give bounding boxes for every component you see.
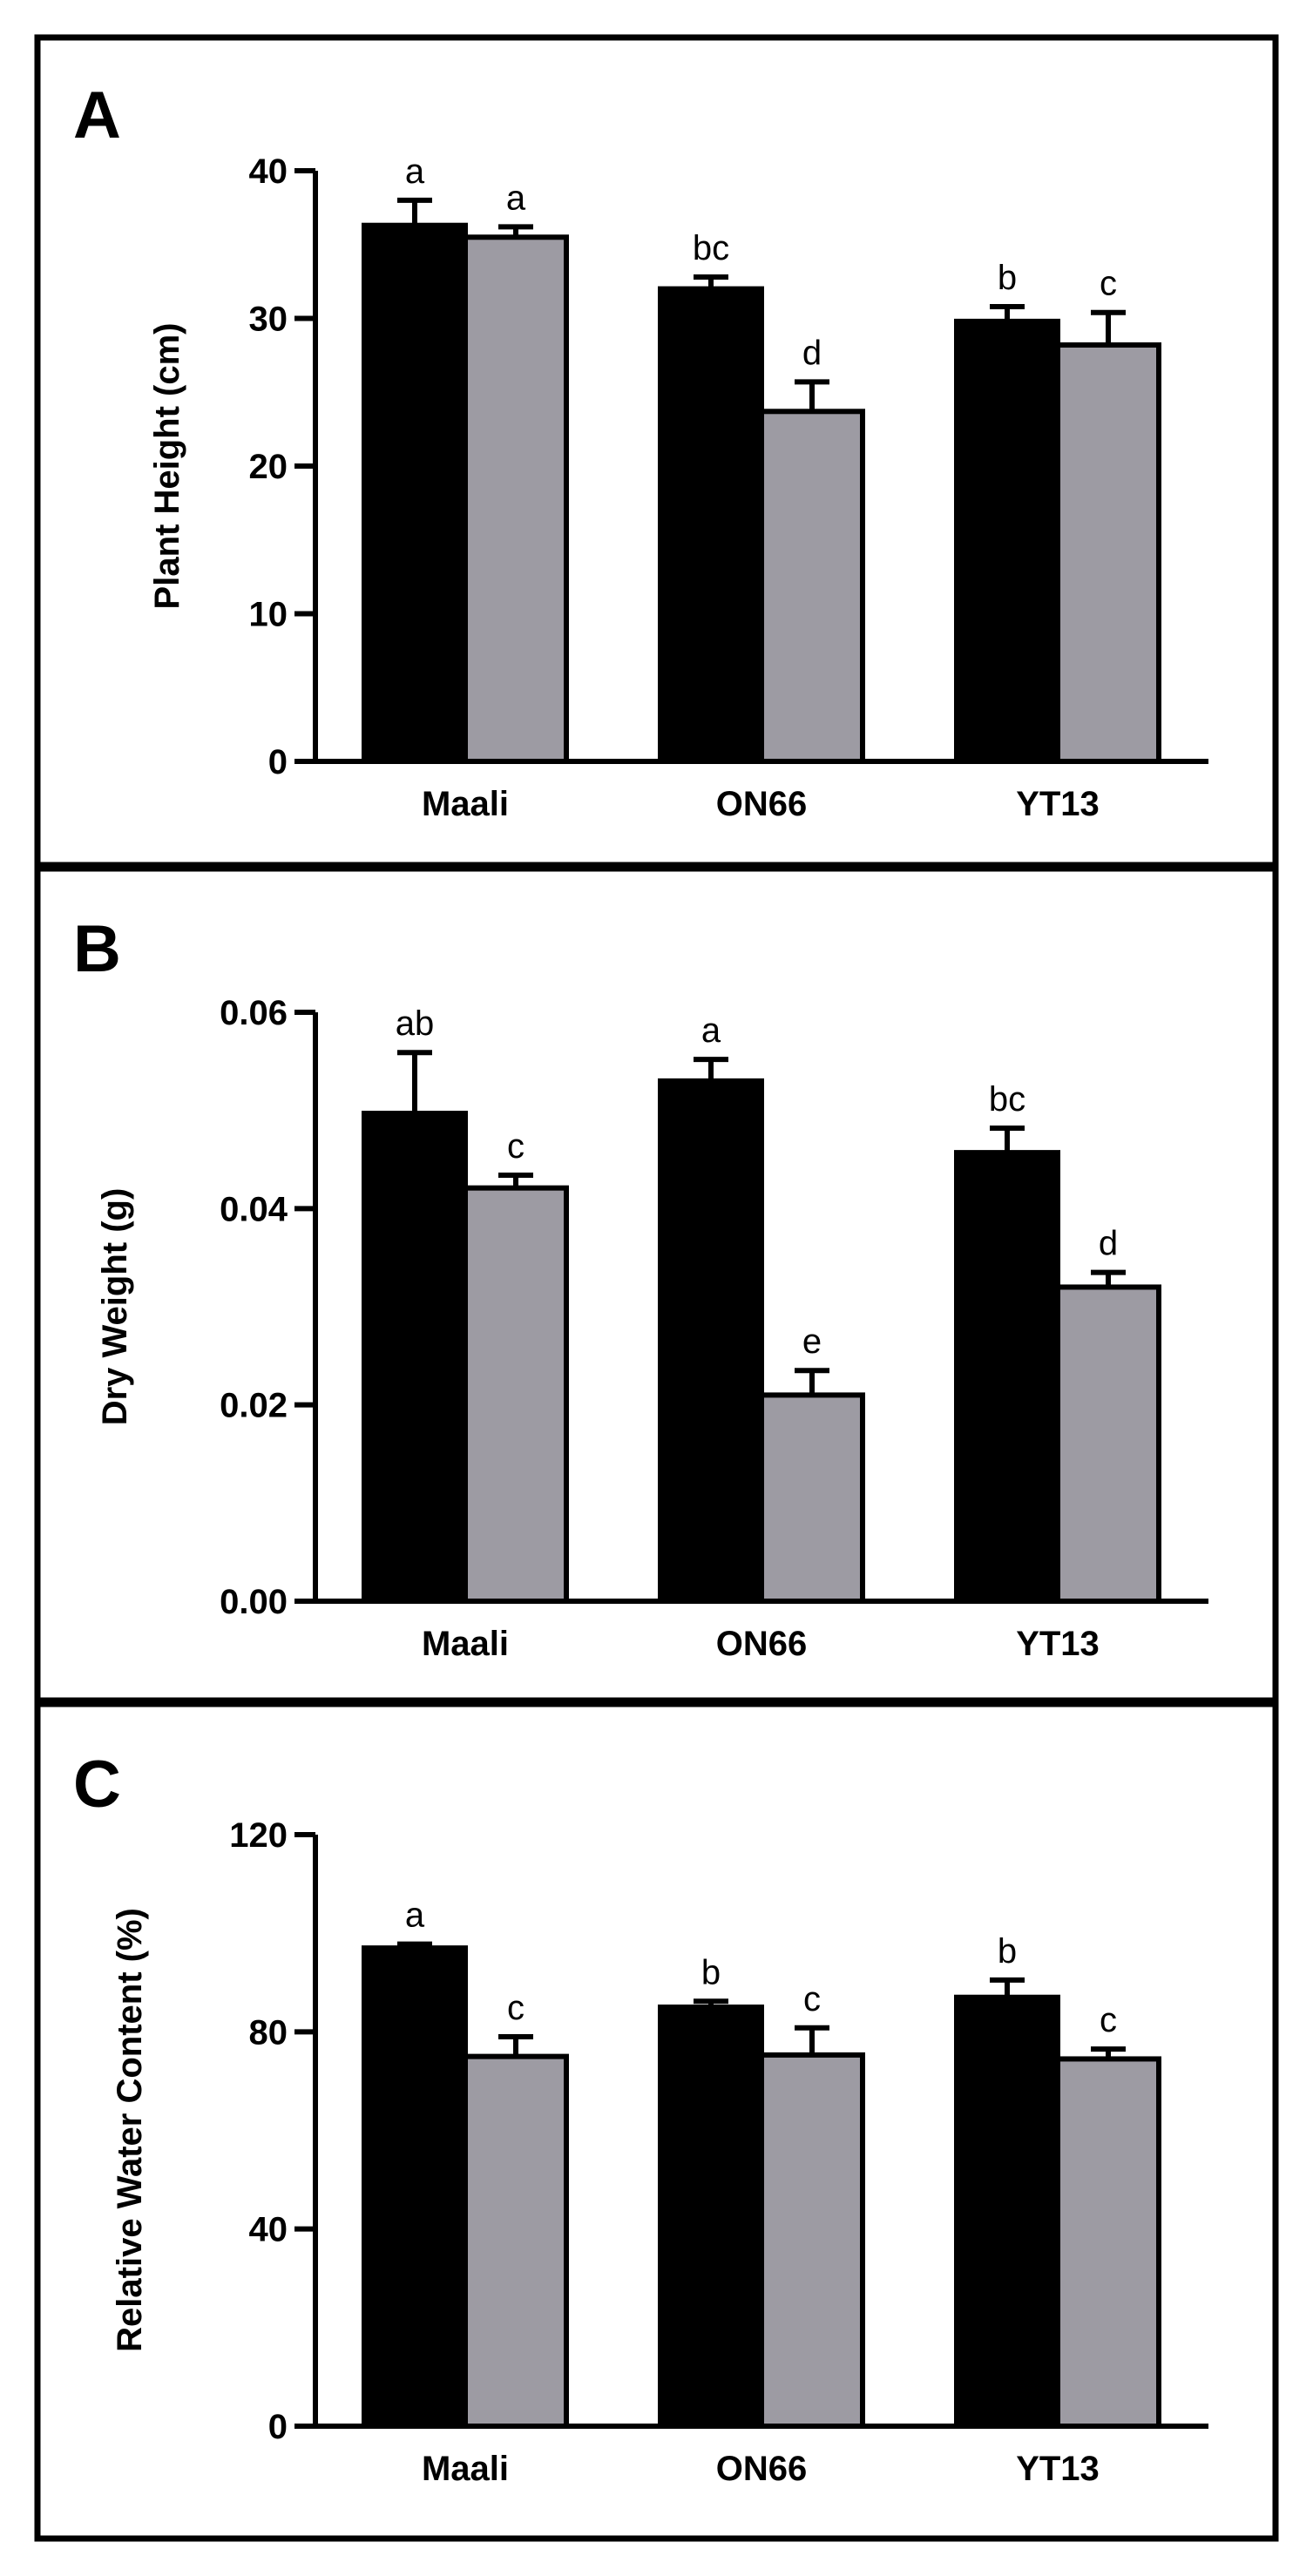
panel-a-y-tick-label: 0 [268,743,288,781]
panel-c-significance-label: c [507,1989,525,2027]
panel-b-y-axis-title: Dry Weight (g) [96,1188,134,1426]
panel-c-bar [362,1945,468,2429]
panel-b-y-tick-label: 0.00 [220,1583,288,1621]
panel-b-bar [1055,1284,1161,1604]
panel-c-bar [658,2005,764,2430]
panel-c-plot: a c Maali b c ON66 b c YT13 0 40 80 120 Relative Wate… [111,1816,1208,2488]
panel-b-y-tick-label: 0.04 [220,1190,288,1228]
panel-b-category-label: Maali [422,1625,509,1663]
panel-c: C a c Maali b c ON66 b c YT13 0 40 80 120 Relative Wa… [34,1700,1279,2542]
panel-b-significance-label: d [1099,1225,1118,1263]
panel-a-category-label: Maali [422,785,509,823]
panel-a-significance-label: a [506,179,526,217]
panel-c-bar [463,2053,569,2429]
panel-c-category-label: YT13 [1016,2450,1100,2488]
panel-c-y-tick-label: 120 [229,1816,288,1855]
panel-a-bar [954,318,1060,764]
panel-b-significance-label: c [507,1127,525,1166]
panel-a-category-label: YT13 [1016,785,1100,823]
panel-a-bar [1055,342,1161,764]
panel-c-y-tick-label: 40 [249,2211,288,2249]
panel-c-category-label: Maali [422,2450,509,2488]
panel-a-significance-label: a [405,152,425,191]
panel-a-y-tick-label: 10 [249,596,288,634]
panel-b-bar [463,1185,569,1604]
panel-a-bar [463,234,569,764]
panel-b-significance-label: a [701,1011,721,1050]
panel-b-category-label: YT13 [1016,1625,1100,1663]
panel-b-y-tick-label: 0.06 [220,994,288,1032]
panel-b-significance-label: ab [396,1004,435,1043]
panel-c-category-label: ON66 [716,2450,808,2488]
panel-b-bar [362,1111,468,1604]
panel-b-bar [954,1150,1060,1604]
panel-b: B ab c Maali a e ON66 bc d YT13 0.00 0.02 0.04 0.06 D… [34,865,1279,1704]
panel-a-significance-label: bc [693,229,729,267]
panel-c-bar [954,1994,1060,2430]
panel-a-y-tick-label: 30 [249,301,288,339]
panel-a-significance-label: b [998,259,1017,297]
panel-c-significance-label: c [803,1980,821,2018]
panel-c-significance-label: b [701,1953,721,1991]
panel-b-letter: B [73,912,121,986]
panel-a-letter: A [73,78,121,152]
panel-a-frame [34,34,1279,869]
panel-b-plot: ab c Maali a e ON66 bc d YT13 0.00 0.02 0.04 0.06 Dry… [96,994,1208,1663]
panel-b-significance-label: bc [989,1080,1025,1119]
panel-b-bar [759,1392,865,1605]
panel-a-bar [658,286,764,765]
panel-b-significance-label: e [802,1322,822,1361]
panel-b-y-tick-label: 0.02 [220,1387,288,1425]
panel-a-y-axis-title: Plant Height (cm) [148,323,186,610]
panel-a-significance-label: c [1100,265,1117,303]
panel-b-frame [34,865,1279,1704]
panel-c-significance-label: c [1100,2001,1117,2039]
panel-c-significance-label: b [998,1932,1017,1971]
panel-c-y-axis-title: Relative Water Content (%) [111,1908,149,2352]
panel-b-bar [658,1078,764,1605]
panel-c-y-tick-label: 0 [268,2408,288,2446]
panel-c-significance-label: a [405,1897,425,1935]
panel-a-y-tick-label: 20 [249,448,288,486]
panel-a-bar [362,222,468,764]
panel-b-category-label: ON66 [716,1625,808,1663]
panel-c-bar [1055,2056,1161,2429]
panel-a-category-label: ON66 [716,785,808,823]
panel-a-significance-label: d [802,334,822,372]
panel-c-y-tick-label: 80 [249,2013,288,2052]
panel-c-letter: C [73,1748,121,1822]
panel-c-frame [34,1700,1279,2542]
panel-c-bar [759,2052,865,2429]
panel-a-y-tick-label: 40 [249,152,288,191]
panel-a-bar [759,409,865,764]
